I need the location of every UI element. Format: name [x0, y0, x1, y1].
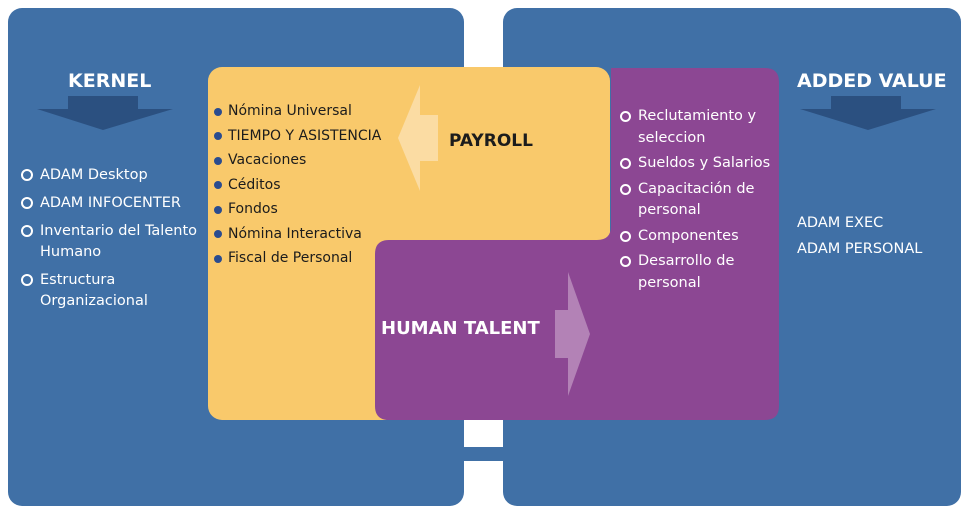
- list-item: Fiscal de Personal: [212, 246, 381, 271]
- kernel-down-arrow-icon: [37, 96, 173, 130]
- human-talent-title: HUMAN TALENT: [381, 318, 540, 339]
- list-item: Capacitación de personal: [620, 179, 780, 222]
- kernel-item-label: Estructura Organizacional: [40, 272, 148, 309]
- ring-bullet-icon: [21, 197, 33, 209]
- list-item: Vacaciones: [212, 148, 381, 173]
- ring-bullet-icon: [620, 158, 631, 169]
- list-item: Inventario del Talento Humano: [20, 221, 220, 263]
- talent-item-label: Componentes: [638, 227, 739, 244]
- payroll-item-label: Nómina Interactiva: [228, 225, 362, 242]
- payroll-item-label: Fiscal de Personal: [228, 250, 353, 266]
- payroll-item-label: Fondos: [228, 201, 278, 217]
- kernel-item-label: ADAM Desktop: [40, 167, 148, 183]
- list-item: Nómina Interactiva: [212, 222, 381, 247]
- dot-bullet-icon: [214, 181, 222, 189]
- list-item: TIEMPO Y ASISTENCIA: [212, 124, 381, 149]
- list-item: Sueldos y Salarios: [620, 153, 780, 175]
- dot-bullet-icon: [214, 107, 222, 116]
- ring-bullet-icon: [21, 274, 33, 286]
- list-item: Desarrollo de personal: [620, 251, 780, 294]
- payroll-item-label: Vacaciones: [228, 152, 307, 168]
- ring-bullet-icon: [620, 230, 631, 242]
- kernel-list: ADAM Desktop ADAM INFOCENTER Inventario …: [20, 165, 220, 319]
- added-value-item: ADAM EXEC: [797, 215, 884, 231]
- dot-bullet-icon: [214, 205, 222, 214]
- kernel-item-label: ADAM INFOCENTER: [40, 195, 181, 211]
- payroll-item-label: Céditos: [228, 176, 281, 193]
- added-value-item: ADAM PERSONAL: [797, 241, 923, 257]
- list-item: Fondos: [212, 197, 381, 222]
- kernel-title: KERNEL: [68, 70, 152, 92]
- added-value-list: ADAM EXEC ADAM PERSONAL: [797, 210, 922, 262]
- talent-item-label: Reclutamiento y seleccion: [638, 108, 757, 146]
- payroll-item-label: Nómina Universal: [228, 103, 352, 119]
- talent-item-label: Capacitación de personal: [638, 180, 755, 219]
- ring-bullet-icon: [620, 256, 631, 267]
- added-value-title: ADDED VALUE: [797, 70, 947, 92]
- human-talent-list: Reclutamiento y seleccion Sueldos y Sala…: [620, 106, 780, 298]
- ring-bullet-icon: [620, 183, 631, 195]
- human-talent-box: [375, 68, 779, 420]
- panel-connector: [460, 447, 507, 461]
- payroll-title: PAYROLL: [449, 131, 533, 151]
- talent-item-label: Desarrollo de personal: [638, 253, 735, 291]
- ring-bullet-icon: [620, 111, 631, 122]
- list-item: Céditos: [212, 173, 381, 198]
- dot-bullet-icon: [214, 156, 222, 165]
- dot-bullet-icon: [214, 254, 222, 263]
- dot-bullet-icon: [214, 230, 222, 238]
- list-item: ADAM INFOCENTER: [20, 193, 220, 214]
- payroll-item-label: TIEMPO Y ASISTENCIA: [228, 127, 382, 144]
- ring-bullet-icon: [21, 225, 33, 237]
- list-item: Componentes: [620, 226, 780, 248]
- payroll-list: Nómina Universal TIEMPO Y ASISTENCIA Vac…: [212, 99, 381, 271]
- human-talent-right-arrow-icon: [555, 272, 590, 396]
- dot-bullet-icon: [214, 132, 222, 140]
- kernel-item-label: Inventario del Talento Humano: [40, 223, 198, 260]
- added-value-down-arrow-icon: [800, 96, 936, 130]
- list-item: Estructura Organizacional: [20, 270, 220, 312]
- ring-bullet-icon: [21, 169, 33, 181]
- list-item: ADAM Desktop: [20, 165, 220, 186]
- payroll-left-arrow-icon: [398, 85, 438, 191]
- talent-item-label: Sueldos y Salarios: [638, 155, 771, 171]
- list-item: Reclutamiento y seleccion: [620, 106, 780, 149]
- list-item: Nómina Universal: [212, 99, 381, 124]
